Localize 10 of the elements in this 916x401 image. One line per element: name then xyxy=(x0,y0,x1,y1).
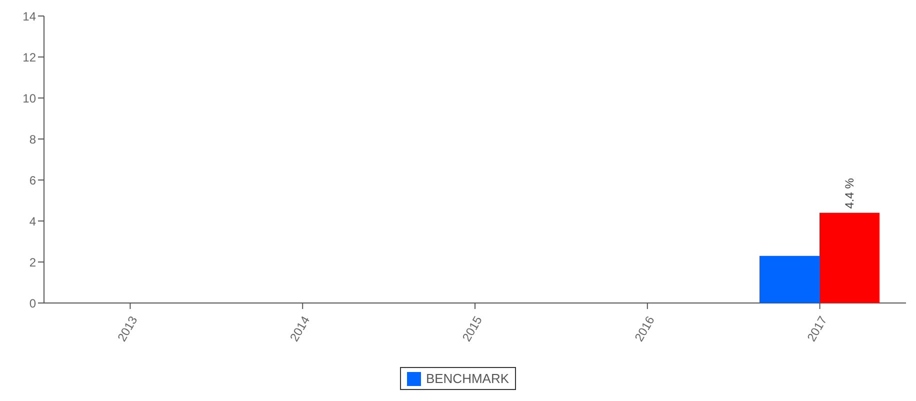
data-label: 4.4 % xyxy=(842,178,856,209)
y-tick-label: 12 xyxy=(22,50,36,64)
y-tick-label: 6 xyxy=(29,173,36,188)
y-tick-label: 2 xyxy=(29,255,36,270)
y-tick-label: 14 xyxy=(22,9,36,24)
y-tick-label: 4 xyxy=(29,214,36,228)
y-tick-label: 8 xyxy=(29,132,36,146)
y-tick-label: 10 xyxy=(22,91,36,106)
legend-label: BENCHMARK xyxy=(424,371,510,386)
y-tick-label: 0 xyxy=(29,296,36,310)
